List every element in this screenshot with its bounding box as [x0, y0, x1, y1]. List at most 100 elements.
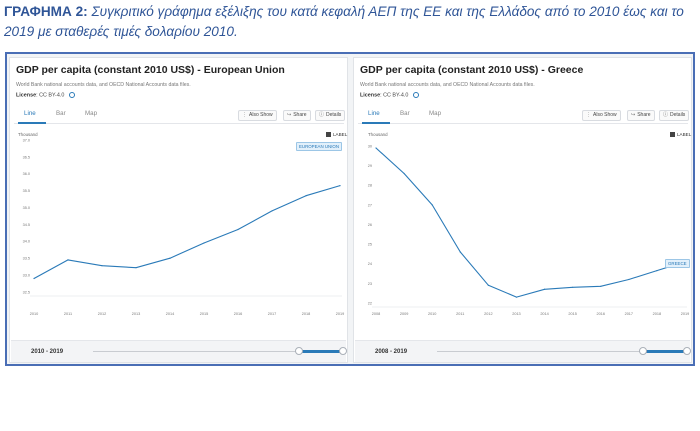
also-show-button[interactable]: ⋮ Also Show — [238, 110, 277, 121]
range-selector: 2008 - 2019 — [355, 340, 691, 362]
chart-tabs: Line Bar Map — [358, 106, 688, 124]
share-label: Share — [637, 112, 651, 118]
data-point — [600, 285, 602, 287]
eu-chart-panel: GDP per capita (constant 2010 US$) - Eur… — [9, 57, 348, 363]
panel-source: World Bank national accounts data, and O… — [360, 82, 535, 88]
panel-license: License: CC BY-4.0 — [360, 92, 419, 98]
share-label: Share — [293, 112, 307, 118]
label-toggle[interactable]: LABEL — [326, 132, 347, 138]
plus-icon: ⋮ — [586, 112, 591, 118]
y-tick-label: 33.5 — [23, 257, 30, 261]
x-tick-label: 2008 — [372, 312, 380, 316]
caption-text: Συγκριτικό γράφημα εξέλιξης του κατά κεφ… — [4, 4, 684, 39]
data-point — [487, 284, 489, 286]
y-tick-label: 30 — [368, 144, 372, 148]
share-button[interactable]: ↪ Share — [627, 110, 655, 121]
slider-track[interactable] — [93, 351, 343, 352]
panel-license: License: CC BY-4.0 — [16, 92, 75, 98]
slider-end-handle[interactable] — [339, 347, 347, 355]
also-show-button[interactable]: ⋮ Also Show — [582, 110, 621, 121]
tab-bar[interactable]: Bar — [400, 110, 410, 117]
details-button[interactable]: ⓘ Details — [659, 110, 690, 121]
x-tick-label: 2019 — [681, 312, 689, 316]
panel-source: World Bank national accounts data, and O… — [16, 82, 191, 88]
data-point — [33, 277, 35, 280]
y-tick-label: 29 — [368, 164, 372, 168]
data-point — [203, 242, 205, 244]
details-label: Details — [670, 112, 686, 118]
share-icon: ↪ — [631, 112, 636, 118]
y-tick-label: 35.0 — [23, 206, 30, 210]
license-value: : CC BY-4.0 — [380, 92, 409, 99]
greece-chart-panel: GDP per capita (constant 2010 US$) - Gre… — [353, 57, 692, 363]
license-label: License — [16, 92, 37, 99]
figure-caption: ΓΡΑΦΗΜΑ 2: Συγκριτικό γράφημα εξέλιξης τ… — [4, 2, 698, 42]
x-tick-label: 2010 — [428, 312, 436, 316]
also-show-label: Also Show — [593, 112, 617, 118]
y-tick-label: 36.0 — [23, 172, 30, 176]
slider-start-handle[interactable] — [295, 347, 303, 355]
details-button[interactable]: ⓘ Details — [315, 110, 346, 121]
x-tick-label: 2017 — [268, 312, 276, 316]
x-tick-label: 2017 — [625, 312, 633, 316]
tab-line[interactable]: Line — [24, 110, 36, 117]
data-point — [271, 210, 273, 212]
x-tick-label: 2011 — [456, 312, 464, 316]
data-point — [543, 288, 546, 290]
info-circle-icon: ⓘ — [663, 112, 669, 118]
x-tick-label: 2019 — [336, 312, 344, 316]
slider-start-handle[interactable] — [639, 347, 647, 355]
data-point — [339, 185, 341, 187]
active-tab-indicator — [362, 122, 390, 124]
data-point — [169, 257, 171, 259]
slider-track[interactable] — [437, 351, 687, 352]
chart-tabs: Line Bar Map — [14, 106, 344, 124]
x-tick-label: 2016 — [234, 312, 242, 316]
x-tick-label: 2014 — [540, 312, 548, 316]
y-tick-label: 26 — [368, 223, 372, 227]
caption-label: ΓΡΑΦΗΜΑ 2: — [4, 4, 88, 19]
share-button[interactable]: ↪ Share — [283, 110, 311, 121]
y-tick-label: 23 — [368, 282, 372, 286]
info-circle-icon: ⓘ — [319, 112, 325, 118]
details-label: Details — [326, 112, 342, 118]
data-point — [375, 147, 377, 149]
checkbox-icon — [670, 132, 675, 138]
x-tick-label: 2009 — [400, 312, 408, 316]
share-icon: ↪ — [287, 112, 292, 118]
eu-line-chart: 32.5 33.0 33.5 34.0 34.5 35.0 35.5 36.0 36.5 37.0… — [23, 138, 345, 316]
tab-line[interactable]: Line — [368, 110, 380, 117]
x-tick-label: 2016 — [597, 312, 605, 316]
range-text: 2010 - 2019 — [31, 349, 64, 355]
label-toggle[interactable]: LABEL — [670, 132, 691, 138]
x-tick-label: 2013 — [512, 312, 520, 316]
y-tick-label: 33.0 — [23, 274, 30, 278]
y-tick-label: 36.5 — [23, 155, 30, 159]
y-tick-label: 24 — [368, 262, 372, 266]
range-text: 2008 - 2019 — [375, 349, 408, 355]
tab-map[interactable]: Map — [429, 110, 442, 117]
plus-icon: ⋮ — [242, 112, 247, 118]
info-icon[interactable] — [68, 92, 75, 98]
x-tick-label: 2018 — [302, 312, 310, 316]
data-point — [628, 278, 630, 281]
info-icon[interactable] — [412, 92, 419, 98]
y-tick-label: 34.0 — [23, 240, 30, 244]
y-tick-label: 28 — [368, 184, 372, 188]
checkbox-icon — [326, 132, 331, 138]
also-show-label: Also Show — [249, 112, 273, 118]
x-tick-label: 2014 — [166, 312, 174, 316]
data-point — [515, 296, 518, 298]
slider-end-handle[interactable] — [683, 347, 691, 355]
y-tick-label: 34.5 — [23, 223, 30, 227]
slider-selected-range — [299, 350, 343, 353]
x-tick-label: 2015 — [568, 312, 576, 316]
panel-title: GDP per capita (constant 2010 US$) - Gre… — [360, 64, 584, 76]
x-tick-label: 2010 — [30, 312, 38, 316]
tab-bar[interactable]: Bar — [56, 110, 66, 117]
y-tick-label: 27 — [368, 203, 372, 207]
x-tick-label: 2013 — [132, 312, 140, 316]
data-point — [572, 286, 574, 288]
series-line — [375, 147, 686, 298]
tab-map[interactable]: Map — [85, 110, 98, 117]
